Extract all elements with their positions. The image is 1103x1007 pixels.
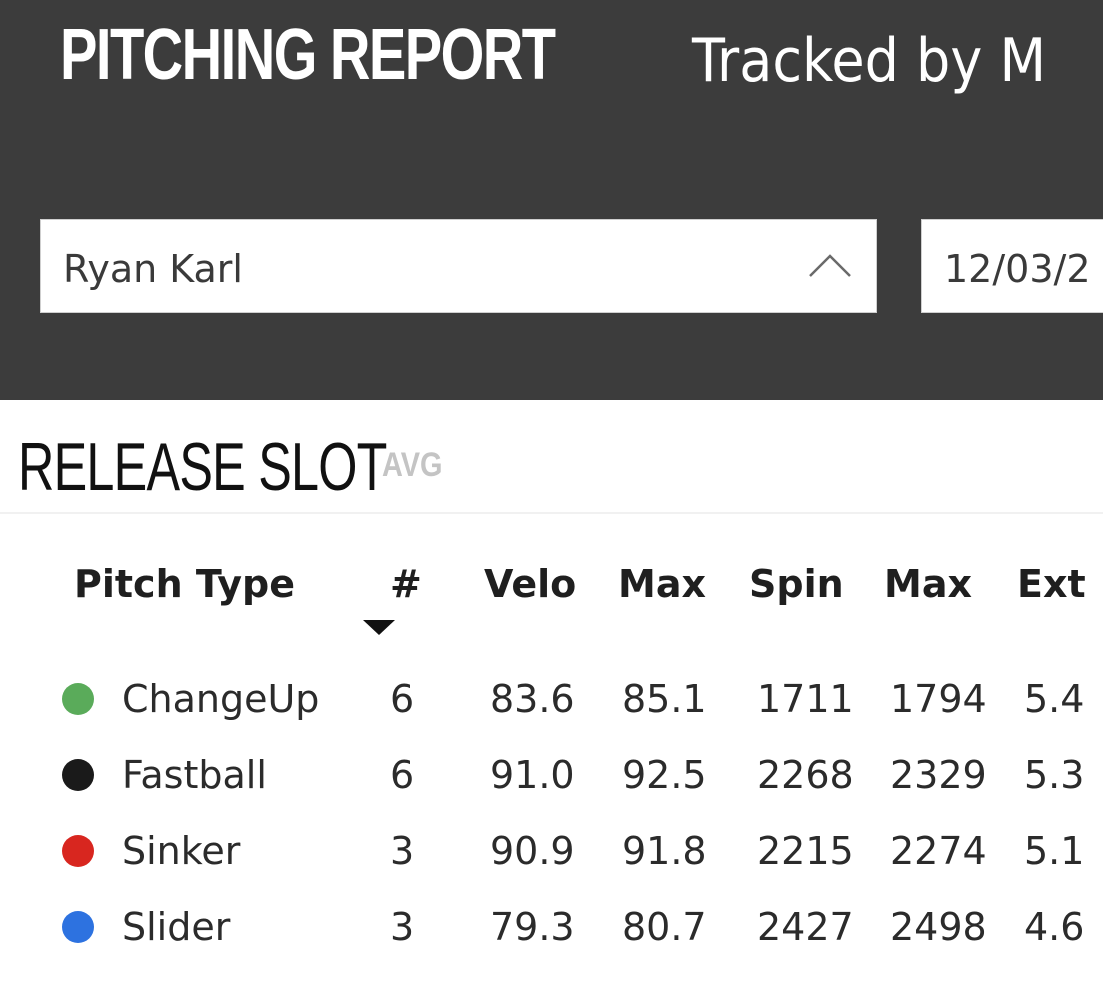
report-header: PITCHING REPORT Tracked by M Ryan Karl 1…: [0, 0, 1103, 400]
velo-max-cell: 85.1: [622, 677, 707, 721]
column-header-velo[interactable]: Velo: [484, 562, 577, 606]
date-dropdown-value: 12/03/2: [944, 247, 1091, 291]
column-header-ext[interactable]: Ext: [1017, 562, 1086, 606]
pitch-type-cell: Fastball: [122, 753, 267, 797]
column-header-count[interactable]: #: [390, 562, 422, 606]
velo-max-cell: 80.7: [622, 905, 707, 949]
date-dropdown[interactable]: 12/03/2: [921, 219, 1103, 313]
spin-max-cell: 2498: [890, 905, 987, 949]
section-title: RELEASE SLOT: [18, 429, 387, 505]
spin-cell: 1711: [757, 677, 854, 721]
table-row: Sinker 3 90.9 91.8 2215 2274 5.1: [0, 829, 1103, 905]
column-header-spin-max[interactable]: Max: [884, 562, 972, 606]
ext-cell: 5.3: [1024, 753, 1085, 797]
ext-cell: 5.4: [1024, 677, 1085, 721]
ext-cell: 4.6: [1024, 905, 1085, 949]
table-row: Fastball 6 91.0 92.5 2268 2329 5.3: [0, 753, 1103, 829]
sort-descending-icon[interactable]: [363, 620, 395, 635]
count-cell: 6: [390, 677, 415, 721]
velo-cell: 83.6: [490, 677, 575, 721]
spin-max-cell: 2274: [890, 829, 987, 873]
pitcher-dropdown-value: Ryan Karl: [63, 247, 243, 291]
table-row: Slider 3 79.3 80.7 2427 2498 4.6: [0, 905, 1103, 981]
velo-cell: 91.0: [490, 753, 575, 797]
report-subtitle: Tracked by M: [692, 26, 1047, 96]
legend-dot-icon: [62, 759, 94, 791]
pitch-type-cell: Slider: [122, 905, 231, 949]
velo-cell: 90.9: [490, 829, 575, 873]
table-row: ChangeUp 6 83.6 85.1 1711 1794 5.4: [0, 677, 1103, 753]
section-divider: [0, 512, 1103, 514]
column-header-velo-max[interactable]: Max: [618, 562, 706, 606]
chevron-up-icon[interactable]: [808, 252, 852, 278]
velo-max-cell: 92.5: [622, 753, 707, 797]
ext-cell: 5.1: [1024, 829, 1085, 873]
spin-cell: 2268: [757, 753, 854, 797]
legend-dot-icon: [62, 835, 94, 867]
count-cell: 3: [390, 829, 415, 873]
legend-dot-icon: [62, 911, 94, 943]
legend-dot-icon: [62, 683, 94, 715]
pitch-type-cell: ChangeUp: [122, 677, 320, 721]
spin-cell: 2427: [757, 905, 854, 949]
report-title: PITCHING REPORT: [60, 15, 556, 95]
column-header-pitch-type[interactable]: Pitch Type: [74, 562, 296, 606]
velo-max-cell: 91.8: [622, 829, 707, 873]
pitch-type-cell: Sinker: [122, 829, 241, 873]
section-subtitle: AVG: [382, 446, 443, 484]
count-cell: 6: [390, 753, 415, 797]
velo-cell: 79.3: [490, 905, 575, 949]
pitcher-dropdown[interactable]: Ryan Karl: [40, 219, 877, 313]
spin-cell: 2215: [757, 829, 854, 873]
count-cell: 3: [390, 905, 415, 949]
spin-max-cell: 2329: [890, 753, 987, 797]
column-header-spin[interactable]: Spin: [749, 562, 844, 606]
spin-max-cell: 1794: [890, 677, 987, 721]
